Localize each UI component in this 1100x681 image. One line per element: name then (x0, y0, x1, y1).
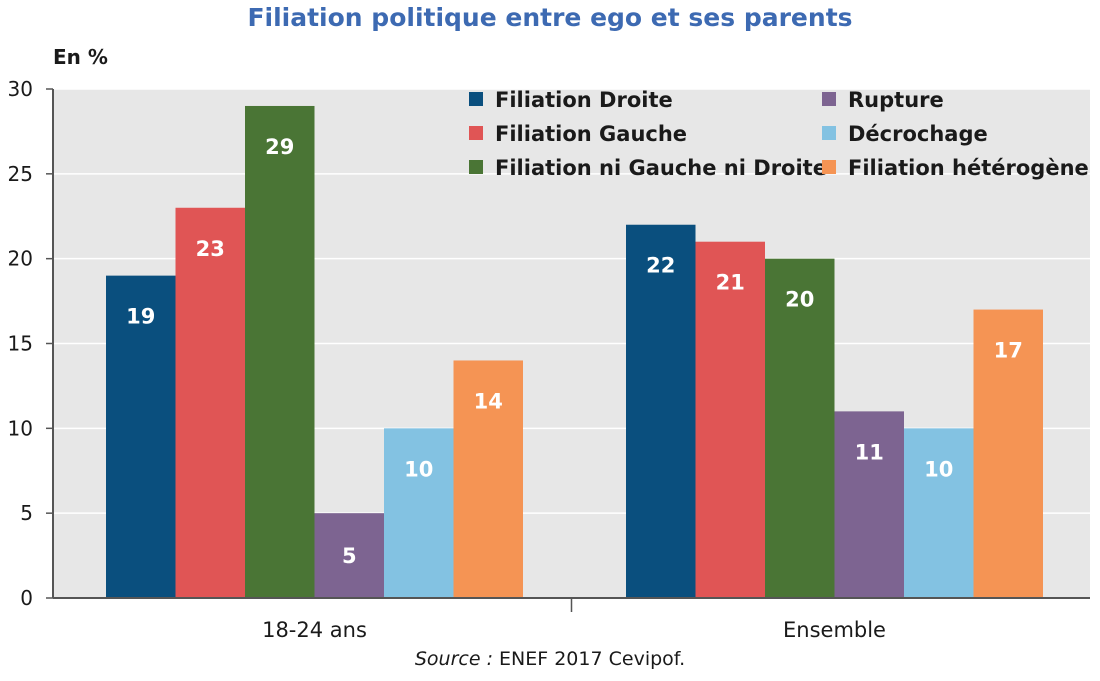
legend-swatch (822, 92, 836, 106)
bar (973, 309, 1043, 598)
bar (106, 275, 176, 598)
legend-label: Filiation Droite (495, 88, 673, 112)
data-label: 20 (785, 288, 814, 312)
chart-title: Filiation politique entre ego et ses par… (247, 3, 853, 32)
data-label: 5 (342, 544, 357, 568)
y-tick-label: 15 (8, 332, 33, 356)
legend-label: Décrochage (848, 122, 988, 146)
source-note: Source : ENEF 2017 Cevipof. (0, 648, 1100, 670)
x-tick-label: Ensemble (783, 618, 886, 642)
bar (314, 513, 384, 598)
y-tick-label: 25 (8, 162, 33, 186)
data-label: 10 (404, 457, 433, 481)
data-label: 19 (126, 305, 155, 329)
legend-swatch (822, 126, 836, 140)
bar (834, 411, 904, 598)
y-tick-label: 0 (20, 586, 33, 610)
data-label: 11 (855, 440, 884, 464)
source-label: Source : (414, 648, 493, 670)
bar (904, 428, 974, 598)
data-label: 10 (924, 457, 953, 481)
data-label: 21 (716, 271, 745, 295)
legend-swatch (469, 92, 483, 106)
axes: 0 5 10 15 20 25 30 18-24 ans Ensemble (8, 77, 1090, 642)
legend: Filiation Droite Filiation Gauche Filiatio… (469, 88, 1089, 180)
source-text: ENEF 2017 Cevipof. (499, 648, 686, 670)
x-tick-label: 18-24 ans (262, 618, 367, 642)
data-label: 17 (994, 339, 1023, 363)
legend-swatch (822, 160, 836, 174)
legend-label: Filiation hétérogène (848, 156, 1089, 180)
bar (175, 207, 245, 598)
bar (765, 258, 835, 598)
data-label: 14 (474, 389, 503, 413)
y-tick-label: 20 (8, 247, 33, 271)
legend-label: Filiation ni Gauche ni Droite (495, 156, 827, 180)
legend-label: Filiation Gauche (495, 122, 687, 146)
legend-swatch (469, 160, 483, 174)
data-label: 23 (196, 237, 225, 261)
y-axis-label: En % (53, 45, 108, 69)
y-tick-label: 5 (20, 501, 33, 525)
bar (626, 224, 696, 598)
legend-swatch (469, 126, 483, 140)
data-label: 22 (646, 254, 675, 278)
data-label: 29 (265, 135, 294, 159)
bar (245, 105, 315, 598)
bar (453, 360, 523, 598)
bar (384, 428, 454, 598)
y-tick-label: 30 (8, 77, 33, 101)
legend-label: Rupture (848, 88, 944, 112)
bar (695, 241, 765, 598)
y-tick-label: 10 (8, 416, 33, 440)
bars: 19 23 29 5 10 14 22 21 20 11 10 17 (106, 105, 1043, 598)
